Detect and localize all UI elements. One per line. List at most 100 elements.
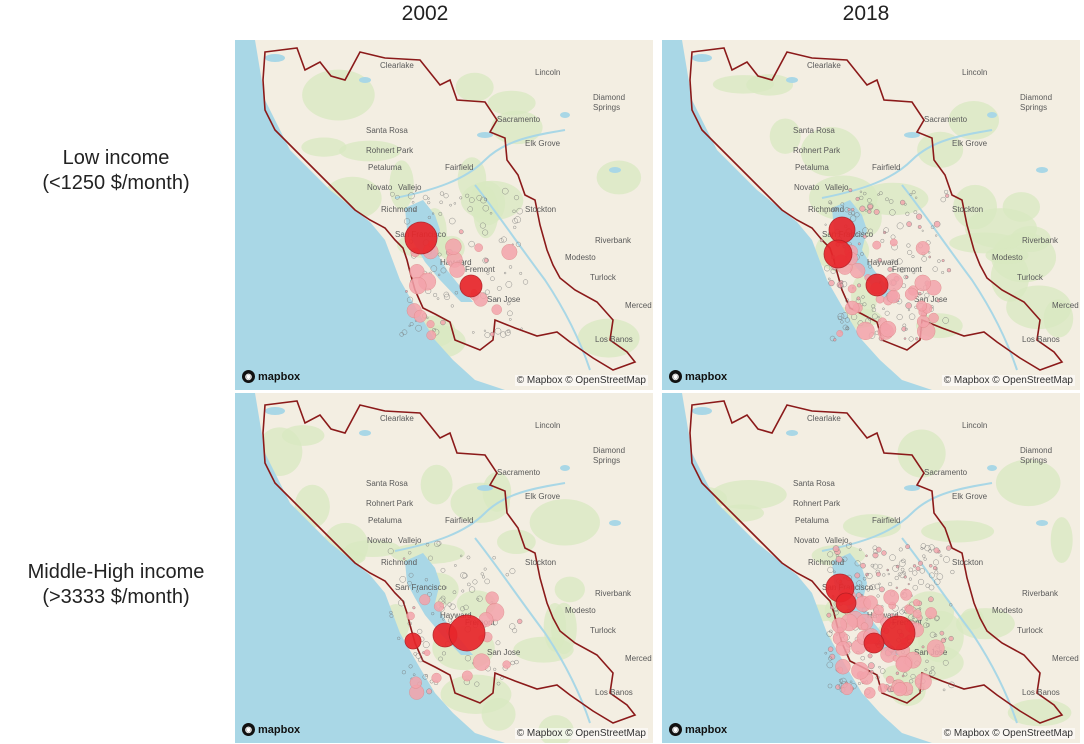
trip-marker-small bbox=[415, 324, 422, 332]
trip-marker-small bbox=[827, 566, 834, 574]
city-label: Riverbank bbox=[595, 236, 632, 245]
map-panel-low-2002[interactable]: Clearlake Lincoln Diamond Springs Sacramento… bbox=[235, 40, 653, 390]
mapbox-logo[interactable]: ◉ mapbox bbox=[242, 370, 300, 383]
trip-marker-small bbox=[399, 332, 404, 337]
map-panel-high-2002[interactable]: Clearlake Lincoln Diamond Springs Sacramento… bbox=[235, 393, 653, 743]
trip-marker-small bbox=[929, 669, 936, 677]
trip-marker-small bbox=[872, 563, 879, 570]
trip-marker-small bbox=[500, 676, 504, 680]
trip-marker-medium bbox=[916, 315, 930, 328]
trip-marker-medium bbox=[926, 639, 945, 658]
park-area bbox=[481, 697, 516, 731]
trip-marker-small bbox=[501, 187, 509, 195]
mapbox-logo-icon: ◉ bbox=[669, 370, 682, 383]
trip-marker-small bbox=[896, 222, 904, 230]
trip-marker-small bbox=[476, 595, 483, 602]
trip-marker-small bbox=[913, 210, 918, 215]
trip-marker-small bbox=[945, 545, 952, 551]
trip-marker-small bbox=[509, 568, 516, 575]
trip-marker-small bbox=[829, 201, 833, 205]
trip-marker-small bbox=[838, 283, 844, 289]
trip-marker-small bbox=[440, 567, 446, 573]
trip-marker-small bbox=[945, 193, 950, 198]
trip-marker-small bbox=[438, 211, 443, 216]
trip-marker-small bbox=[905, 302, 912, 309]
trip-marker-medium bbox=[835, 659, 851, 675]
trip-marker-small bbox=[941, 259, 945, 263]
mapbox-logo[interactable]: ◉ mapbox bbox=[669, 370, 727, 383]
region-boundary bbox=[689, 400, 1064, 724]
trip-marker-small bbox=[425, 542, 430, 547]
city-label: Los Banos bbox=[1022, 335, 1060, 344]
trip-marker-small bbox=[854, 560, 861, 567]
trip-marker-small bbox=[389, 610, 393, 615]
map-attribution[interactable]: © Mapbox © OpenStreetMap bbox=[941, 728, 1075, 739]
trip-marker-small bbox=[881, 550, 887, 556]
trip-marker-medium bbox=[928, 312, 939, 324]
trip-marker-small bbox=[403, 218, 411, 225]
trip-marker-small bbox=[471, 331, 475, 334]
city-label: Novato bbox=[794, 536, 820, 545]
trip-marker-small bbox=[443, 293, 451, 300]
trip-marker-small bbox=[873, 209, 880, 215]
trip-marker-small bbox=[424, 674, 428, 677]
trip-marker-small bbox=[876, 594, 880, 598]
trip-marker-small bbox=[870, 584, 877, 591]
mapbox-logo-text: mapbox bbox=[258, 370, 301, 383]
city-label: Richmond bbox=[381, 205, 417, 214]
trip-marker-small bbox=[844, 317, 850, 323]
map-attribution[interactable]: © Mapbox © OpenStreetMap bbox=[941, 375, 1075, 386]
city-label: Riverbank bbox=[595, 589, 632, 598]
trip-marker-small bbox=[934, 615, 940, 621]
trip-marker-small bbox=[934, 578, 941, 585]
trip-marker-small bbox=[896, 258, 903, 265]
city-label: San Jose bbox=[914, 295, 948, 304]
trip-marker-small bbox=[514, 216, 522, 224]
trip-marker-small bbox=[887, 572, 890, 576]
trip-marker-small bbox=[833, 607, 839, 612]
trip-marker-small bbox=[465, 193, 470, 198]
trip-marker-small bbox=[860, 562, 866, 569]
trip-marker-small bbox=[422, 641, 430, 649]
map-panel-high-2018[interactable]: Clearlake Lincoln Diamond Springs Sacramento… bbox=[662, 393, 1080, 743]
trip-marker-medium bbox=[501, 244, 518, 260]
trip-marker-medium bbox=[873, 604, 884, 616]
trip-marker-small bbox=[828, 279, 835, 287]
trip-marker-small bbox=[899, 199, 906, 206]
trip-marker-small bbox=[482, 257, 489, 264]
trip-marker-small bbox=[826, 612, 832, 618]
lake bbox=[692, 407, 712, 415]
city-label: Stockton bbox=[525, 205, 556, 214]
city-label: Vallejo bbox=[825, 536, 849, 545]
map-panel-low-2018[interactable]: Clearlake Lincoln Diamond Springs Sacramento… bbox=[662, 40, 1080, 390]
trip-marker-small bbox=[887, 266, 893, 272]
trip-marker-small bbox=[895, 671, 900, 675]
mapbox-logo[interactable]: ◉ mapbox bbox=[669, 723, 727, 736]
trip-marker-small bbox=[460, 554, 463, 558]
trip-marker-small bbox=[857, 242, 861, 246]
trip-marker-small bbox=[874, 583, 880, 590]
map-attribution[interactable]: © Mapbox © OpenStreetMap bbox=[514, 375, 648, 386]
city-label: Turlock bbox=[590, 273, 617, 282]
trip-marker-small bbox=[882, 573, 886, 577]
lake bbox=[560, 112, 570, 118]
trip-marker-small bbox=[522, 279, 529, 285]
map-attribution[interactable]: © Mapbox © OpenStreetMap bbox=[514, 728, 648, 739]
trip-marker-medium bbox=[905, 605, 915, 615]
city-label: Sacramento bbox=[497, 115, 541, 124]
city-label: Merced bbox=[1052, 654, 1079, 663]
park-area bbox=[769, 118, 801, 154]
lake bbox=[987, 112, 997, 118]
trip-marker-small bbox=[840, 202, 845, 207]
trip-marker-small bbox=[463, 604, 469, 611]
mapbox-logo[interactable]: ◉ mapbox bbox=[242, 723, 300, 736]
trip-marker-small bbox=[845, 298, 850, 303]
region-boundary bbox=[262, 47, 637, 371]
trip-marker-small bbox=[889, 209, 896, 216]
trip-marker-small bbox=[495, 299, 498, 302]
trip-marker-small bbox=[928, 563, 933, 568]
